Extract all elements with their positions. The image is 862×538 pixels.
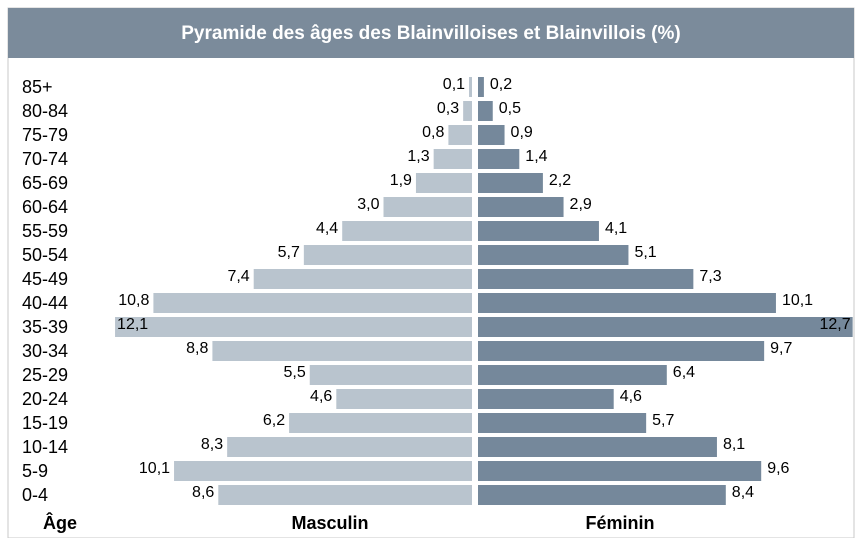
age-label: 25-29 — [22, 365, 68, 385]
bar-male — [253, 269, 472, 289]
bar-male — [342, 221, 472, 241]
legend-male: Masculin — [291, 513, 368, 533]
age-label: 85+ — [22, 77, 53, 97]
bar-male — [383, 197, 472, 217]
bar-male — [115, 317, 473, 337]
value-label: 4,6 — [310, 388, 332, 405]
value-label: 6,2 — [263, 412, 285, 429]
bar-male — [336, 389, 472, 409]
bar-male — [433, 149, 472, 169]
value-label: 0,8 — [422, 124, 444, 141]
chart-title: Pyramide des âges des Blainvilloises et … — [181, 23, 680, 44]
value-label: 10,1 — [139, 460, 170, 477]
age-label: 20-24 — [22, 389, 68, 409]
value-label: 5,5 — [284, 364, 306, 381]
age-label: 30-34 — [22, 341, 68, 361]
age-label: 75-79 — [22, 125, 68, 145]
value-label: 10,1 — [782, 292, 813, 309]
bar-female — [478, 149, 520, 169]
age-label: 40-44 — [22, 293, 68, 313]
value-label: 8,3 — [201, 436, 223, 453]
value-label: 8,8 — [186, 340, 208, 357]
bar-female — [478, 221, 599, 241]
bar-male — [227, 437, 472, 457]
value-label: 8,4 — [732, 484, 754, 501]
age-label: 0-4 — [22, 485, 48, 505]
bar-female — [478, 245, 629, 265]
value-label: 7,4 — [227, 268, 249, 285]
value-label: 4,1 — [605, 220, 627, 237]
bar-female — [478, 365, 667, 385]
value-label: 3,0 — [357, 196, 379, 213]
value-label: 0,2 — [490, 76, 512, 93]
value-label: 0,5 — [499, 100, 521, 117]
value-label: 1,3 — [407, 148, 429, 165]
bar-female — [478, 341, 765, 361]
value-label: 10,8 — [118, 292, 149, 309]
age-label: 50-54 — [22, 245, 68, 265]
value-label: 4,6 — [620, 388, 642, 405]
bar-female — [478, 125, 505, 145]
value-label: 0,3 — [437, 100, 459, 117]
value-label: 4,4 — [316, 220, 338, 237]
value-label: 12,1 — [117, 316, 148, 333]
bar-male — [212, 341, 472, 361]
value-label: 2,9 — [570, 196, 592, 213]
age-label: 45-49 — [22, 269, 68, 289]
bar-male — [463, 101, 472, 121]
bar-female — [478, 293, 776, 313]
age-label: 80-84 — [22, 101, 68, 121]
value-label: 5,7 — [652, 412, 674, 429]
bar-male — [469, 77, 472, 97]
age-label: 55-59 — [22, 221, 68, 241]
value-label: 1,4 — [525, 148, 547, 165]
value-label: 9,6 — [767, 460, 789, 477]
title-bar — [8, 8, 854, 58]
bar-male — [448, 125, 472, 145]
value-label: 2,2 — [549, 172, 571, 189]
y-axis-label: Âge — [43, 512, 77, 533]
bar-male — [309, 365, 472, 385]
bar-female — [478, 197, 564, 217]
bar-female — [478, 437, 717, 457]
bar-female — [478, 101, 493, 121]
bar-male — [174, 461, 473, 481]
age-label: 15-19 — [22, 413, 68, 433]
age-label: 60-64 — [22, 197, 68, 217]
legend-female: Féminin — [585, 513, 654, 533]
bar-female — [478, 389, 614, 409]
value-label: 8,6 — [192, 484, 214, 501]
age-label: 35-39 — [22, 317, 68, 337]
value-label: 6,4 — [673, 364, 695, 381]
bar-female — [478, 269, 694, 289]
value-label: 9,7 — [770, 340, 792, 357]
bar-male — [153, 293, 472, 313]
bar-female — [478, 317, 853, 337]
age-label: 65-69 — [22, 173, 68, 193]
value-label: 5,7 — [278, 244, 300, 261]
value-label: 8,1 — [723, 436, 745, 453]
bar-female — [478, 485, 726, 505]
bar-female — [478, 413, 647, 433]
age-label: 70-74 — [22, 149, 68, 169]
bar-male — [218, 485, 472, 505]
value-label: 0,1 — [443, 76, 465, 93]
bar-male — [289, 413, 472, 433]
value-label: 0,9 — [511, 124, 533, 141]
bar-female — [478, 77, 484, 97]
bar-male — [303, 245, 472, 265]
bar-male — [415, 173, 472, 193]
age-label: 5-9 — [22, 461, 48, 481]
age-label: 10-14 — [22, 437, 68, 457]
value-label: 5,1 — [634, 244, 656, 261]
bar-female — [478, 461, 762, 481]
value-label: 1,9 — [390, 172, 412, 189]
value-label: 12,7 — [820, 316, 851, 333]
bar-female — [478, 173, 543, 193]
value-label: 7,3 — [699, 268, 721, 285]
